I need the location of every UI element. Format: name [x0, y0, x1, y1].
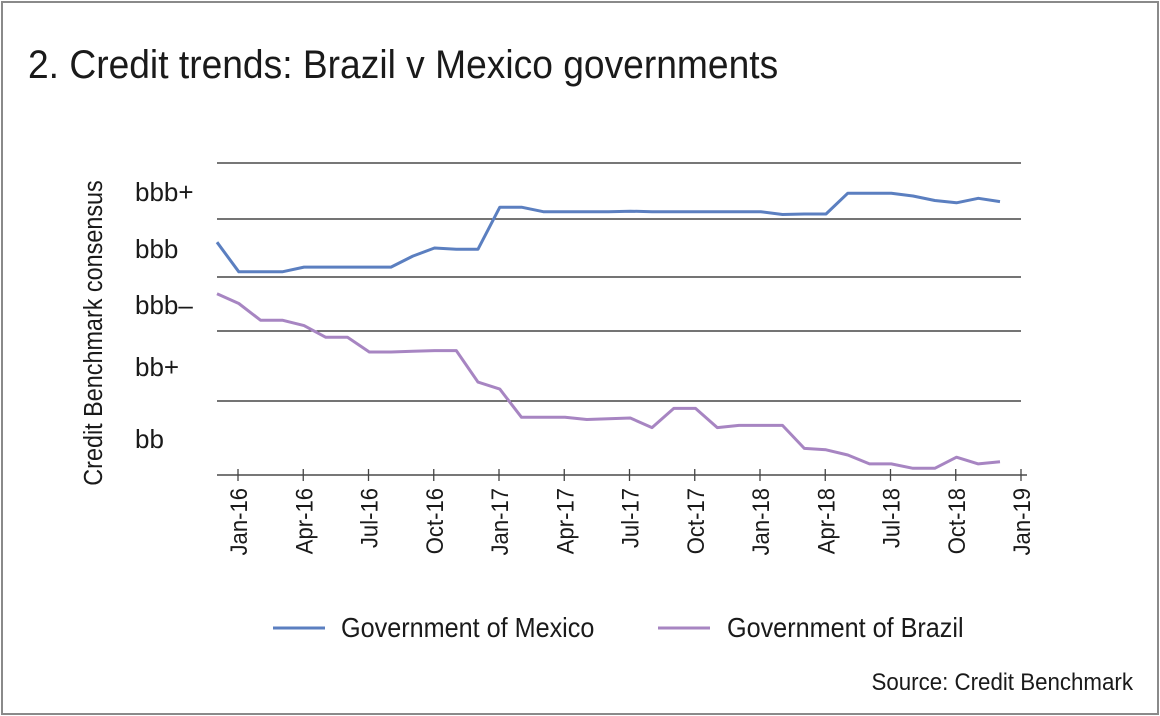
- y-tick-label: bb+: [135, 352, 179, 382]
- series-line-mexico: [215, 191, 1001, 274]
- x-tick-label: Jan-17: [486, 488, 513, 555]
- y-tick-label: bbb–: [135, 290, 193, 320]
- y-tick-label: bb: [135, 424, 164, 454]
- x-tick-label: Apr-18: [812, 488, 839, 554]
- x-tick-label: Jul-16: [356, 488, 383, 548]
- legend-label-brazil: Government of Brazil: [727, 612, 964, 644]
- x-tick-label: Jan-19: [1008, 488, 1035, 555]
- y-tick-label: bbb: [135, 234, 178, 264]
- x-tick-label: Apr-16: [290, 488, 317, 554]
- x-tick-label: Oct-16: [421, 488, 448, 554]
- y-axis-title: Credit Benchmark consensus: [80, 180, 108, 485]
- x-tick-label: Jul-18: [878, 488, 905, 548]
- series-line-brazil: [216, 292, 1001, 470]
- x-tick-label: Oct-17: [682, 488, 709, 554]
- source-note: Source: Credit Benchmark: [871, 668, 1133, 695]
- x-tick-label: Jan-18: [747, 488, 774, 555]
- legend-label-mexico: Government of Mexico: [341, 612, 594, 644]
- x-tick-label: Jul-17: [617, 488, 644, 548]
- x-tick-label: Apr-17: [551, 488, 578, 554]
- chart-title: 2. Credit trends: Brazil v Mexico govern…: [28, 43, 778, 88]
- x-tick-label: Oct-18: [943, 488, 970, 554]
- y-tick-label: bbb+: [135, 177, 194, 207]
- x-tick-label: Jan-16: [225, 488, 252, 555]
